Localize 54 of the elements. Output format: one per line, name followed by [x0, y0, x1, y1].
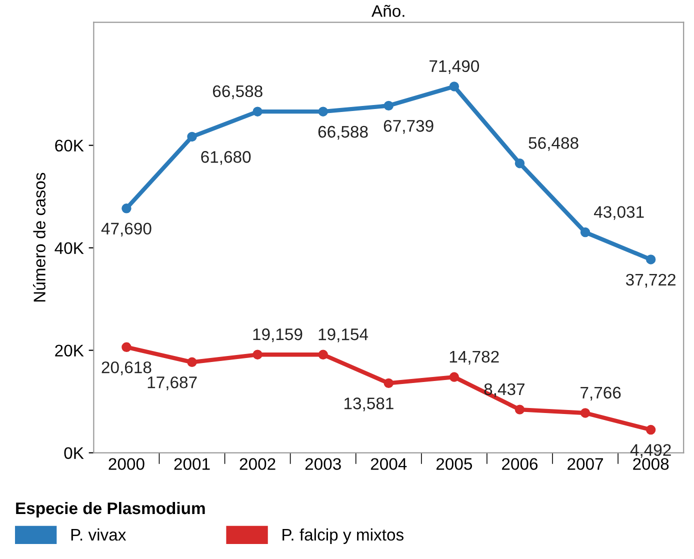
point [318, 350, 328, 360]
data-label: 19,159 [253, 328, 302, 342]
point [187, 132, 197, 142]
data-label: 4,492 [630, 444, 671, 458]
point [122, 342, 132, 352]
data-label: 67,739 [384, 120, 434, 134]
point [646, 254, 656, 264]
x-tick-label: 2007 [568, 458, 603, 470]
data-label: 66,588 [212, 85, 262, 100]
x-tick-label: 2002 [240, 458, 276, 470]
data-label: 43,031 [594, 206, 644, 220]
y-tick-label: 60K [55, 140, 84, 152]
point [580, 408, 590, 418]
data-label: 14,782 [450, 350, 499, 365]
data-label: 47,690 [101, 222, 152, 237]
point [514, 404, 525, 414]
legend-title: Especie de Plasmodium [16, 502, 205, 518]
x-tick-label: 2006 [502, 458, 538, 470]
x-tick-label: 2005 [436, 458, 472, 470]
legend-label: P. falcip y mixtos [282, 528, 404, 544]
point [449, 372, 460, 382]
data-label: 37,722 [626, 274, 676, 288]
x-tick-label: 2001 [174, 458, 210, 470]
data-label: 7,766 [580, 386, 621, 401]
x-axis-title: Año. [372, 4, 404, 17]
y-tick-label: 0K [64, 447, 84, 459]
point [122, 204, 132, 214]
data-label: 56,488 [528, 137, 578, 151]
point [318, 106, 328, 116]
data-label: 71,490 [430, 60, 480, 74]
point [384, 100, 394, 111]
x-tick-label: 2000 [108, 458, 144, 470]
data-label: 61,680 [201, 151, 251, 165]
data-label: 17,687 [148, 376, 197, 390]
data-label: 66,588 [318, 126, 368, 140]
point [580, 227, 590, 238]
x-tick-label: 2003 [305, 458, 341, 470]
data-label: 19,154 [318, 328, 368, 342]
data-label: 8,437 [484, 383, 524, 398]
x-tick-label: 2008 [633, 458, 669, 470]
point [384, 378, 394, 388]
data-label: 13,581 [344, 398, 394, 412]
y-axis-title: Número de casos [33, 172, 46, 302]
point [252, 106, 262, 116]
legend-label: P. vivax [71, 528, 126, 541]
point [646, 424, 656, 435]
point [252, 350, 262, 360]
point [187, 357, 197, 368]
y-tick-label: 20K [55, 344, 84, 357]
y-tick-label: 40K [54, 242, 84, 254]
x-tick-label: 2004 [370, 458, 407, 470]
data-label: 20,618 [102, 361, 152, 376]
point [449, 82, 460, 92]
point [514, 158, 525, 168]
